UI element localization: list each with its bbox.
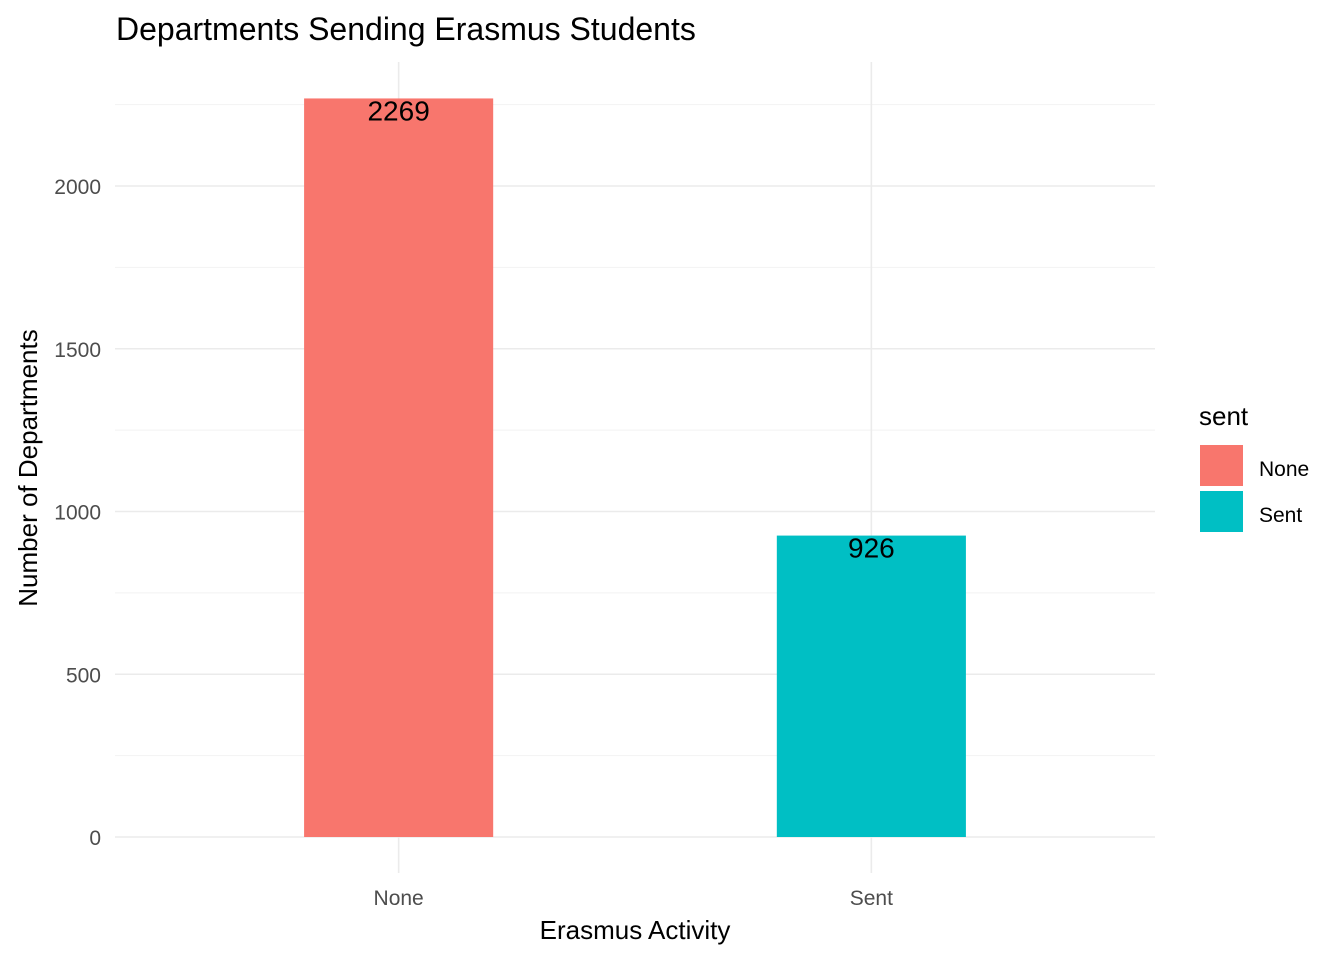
- data-label-sent: 926: [848, 533, 895, 564]
- x-tick-label: Sent: [850, 887, 893, 910]
- data-label-none: 2269: [367, 95, 429, 126]
- legend-label-none: None: [1259, 458, 1309, 481]
- data-labels: 2269 926: [367, 95, 894, 563]
- grid: [115, 62, 1155, 873]
- y-axis-ticks: 0 500 1000 1500 2000: [54, 176, 101, 850]
- y-tick-label: 1500: [54, 339, 101, 362]
- y-axis-title: Number of Departments: [13, 329, 43, 606]
- bar-none: [304, 98, 494, 838]
- legend-key-sent: [1200, 491, 1243, 532]
- bars: [304, 98, 966, 838]
- legend-label-sent: Sent: [1259, 504, 1302, 527]
- x-axis-title: Erasmus Activity: [540, 915, 731, 945]
- legend-key-none: [1200, 445, 1243, 486]
- y-tick-label: 1000: [54, 502, 101, 525]
- y-tick-label: 0: [89, 827, 101, 850]
- x-axis-ticks: None Sent: [374, 887, 894, 910]
- legend-title: sent: [1199, 401, 1249, 431]
- y-tick-label: 500: [66, 664, 101, 687]
- legend: sent None Sent: [1199, 401, 1309, 532]
- bar-sent: [776, 535, 966, 837]
- y-tick-label: 2000: [54, 176, 101, 199]
- chart-title: Departments Sending Erasmus Students: [116, 11, 696, 47]
- x-tick-label: None: [374, 887, 424, 910]
